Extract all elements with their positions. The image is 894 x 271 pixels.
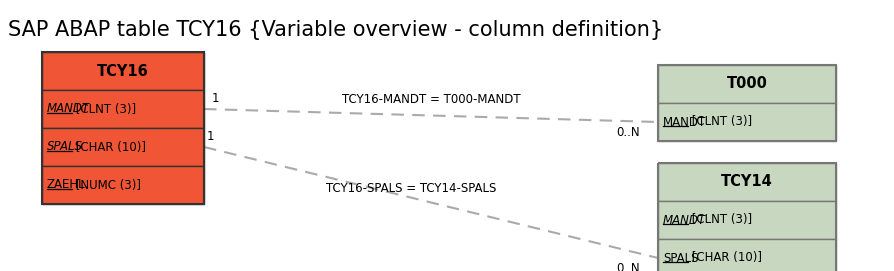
Bar	[657, 65, 835, 141]
Text: MANDT: MANDT	[662, 214, 705, 227]
Text: MANDT: MANDT	[47, 102, 90, 115]
Text: MANDT: MANDT	[662, 115, 705, 128]
Bar	[42, 128, 204, 166]
Text: [CHAR (10)]: [CHAR (10)]	[72, 140, 146, 153]
Text: SAP ABAP table TCY16 {Variable overview - column definition}: SAP ABAP table TCY16 {Variable overview …	[8, 20, 662, 40]
Bar	[657, 163, 835, 271]
Text: TCY16-SPALS = TCY14-SPALS: TCY16-SPALS = TCY14-SPALS	[325, 182, 495, 195]
Bar	[657, 239, 835, 271]
Text: 0..N: 0..N	[615, 125, 639, 138]
Text: TCY16: TCY16	[97, 63, 148, 79]
Bar	[657, 163, 835, 201]
Bar	[42, 52, 204, 90]
Text: [CLNT (3)]: [CLNT (3)]	[72, 102, 136, 115]
Text: [NUMC (3)]: [NUMC (3)]	[72, 179, 141, 192]
Text: ZAEHL: ZAEHL	[47, 179, 86, 192]
Text: SPALS: SPALS	[47, 140, 83, 153]
Text: [CHAR (10)]: [CHAR (10)]	[687, 251, 762, 264]
Text: [CLNT (3)]: [CLNT (3)]	[687, 214, 751, 227]
Bar	[657, 103, 835, 141]
Text: T000: T000	[726, 76, 766, 92]
Text: SPALS: SPALS	[662, 251, 697, 264]
Bar	[42, 90, 204, 128]
Bar	[657, 201, 835, 239]
Text: 0..N: 0..N	[615, 262, 639, 271]
Text: 1: 1	[212, 92, 219, 105]
Bar	[42, 52, 204, 204]
Text: TCY16-MANDT = T000-MANDT: TCY16-MANDT = T000-MANDT	[342, 93, 519, 106]
Text: 1: 1	[207, 131, 215, 144]
Text: TCY14: TCY14	[721, 175, 772, 189]
Text: [CLNT (3)]: [CLNT (3)]	[687, 115, 752, 128]
Bar	[657, 65, 835, 103]
Bar	[42, 166, 204, 204]
